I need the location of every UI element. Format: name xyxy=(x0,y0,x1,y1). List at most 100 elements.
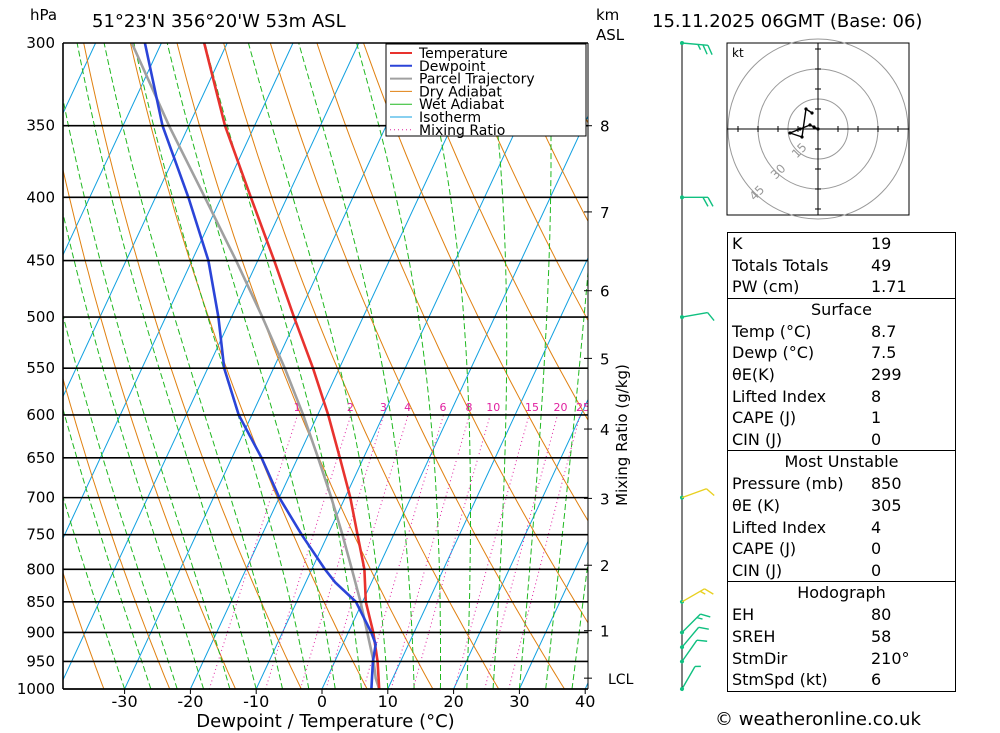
wind-barb-flag xyxy=(696,616,703,620)
dry-adiabat-line xyxy=(269,43,565,689)
mixing-ratio-value-label: 3 xyxy=(380,401,387,414)
mu-cape-row: CAPE (J) 0 xyxy=(732,539,882,559)
sreh-row: SREH 58 xyxy=(732,626,892,646)
parcel-trajectory-line xyxy=(130,43,381,689)
wind-barb xyxy=(680,665,701,691)
x-tick-label: -30 xyxy=(112,692,138,711)
mixing-ratio-value-label: 4 xyxy=(404,401,411,414)
wind-barb-staff xyxy=(681,488,707,499)
isotherm-line xyxy=(189,43,491,689)
km-tick-label: 6 xyxy=(600,283,610,301)
wind-barb-flag xyxy=(697,44,702,50)
wind-barb xyxy=(680,588,714,604)
km-unit-label: km xyxy=(596,6,620,24)
location-title: 51°23'N 356°20'W 53m ASL xyxy=(92,11,346,32)
stmdir-row: StmDir 210° xyxy=(732,648,910,668)
wind-barb-flag xyxy=(700,613,711,618)
wet-adiabat-line xyxy=(486,43,508,689)
wind-barb xyxy=(680,488,715,500)
wind-barb xyxy=(680,613,711,635)
wet-adiabat-line xyxy=(518,43,552,689)
hodograph-point xyxy=(798,127,802,131)
isotherm-line xyxy=(63,43,294,540)
pressure-tick-label: 850 xyxy=(26,593,55,611)
dry-adiabat-line xyxy=(129,43,368,689)
pw-row: PW (cm) 1.71 xyxy=(732,277,907,297)
pressure-tick-label: 750 xyxy=(26,526,55,544)
pressure-tick-label: 450 xyxy=(26,252,55,270)
hodograph-point xyxy=(804,107,808,111)
copyright-link[interactable]: © weatheronline.co.uk xyxy=(715,709,921,730)
isotherm-line xyxy=(63,43,360,682)
datetime-title: 15.11.2025 06GMT (Base: 06) xyxy=(652,11,923,32)
x-axis-title: Dewpoint / Temperature (°C) xyxy=(196,711,454,732)
totals-totals-row: Totals Totals 49 xyxy=(732,255,892,275)
dry-adiabat-line xyxy=(63,571,105,689)
dry-adiabat-line xyxy=(63,167,236,689)
wind-barb-flag xyxy=(699,590,706,595)
mu-pressure-row: Pressure (mb) 850 xyxy=(732,474,902,494)
x-tick-label: 30 xyxy=(509,692,529,711)
wind-barb-flag xyxy=(698,626,709,630)
pressure-tick-label: 650 xyxy=(26,449,55,467)
dry-adiabat-line xyxy=(409,43,588,422)
wind-barb-flag xyxy=(707,312,715,322)
mixing-ratio-value-label: 1 xyxy=(294,401,301,414)
pressure-tick-label: 500 xyxy=(26,308,55,326)
isotherm-line xyxy=(63,43,162,257)
x-tick-label: 40 xyxy=(575,692,595,711)
wind-barb-flag xyxy=(702,44,708,55)
wet-adiabat-line xyxy=(545,266,588,689)
mixing-ratio-line xyxy=(208,414,299,689)
mixing-ratio-value-label: 10 xyxy=(486,401,500,414)
pressure-tick-label: 550 xyxy=(26,359,55,377)
pressure-tick-label: 600 xyxy=(26,406,55,424)
legend-entry-label: Dewpoint xyxy=(419,59,486,75)
stmspd-row: StmSpd (kt) 6 xyxy=(732,670,882,690)
x-tick-label: 10 xyxy=(378,692,398,711)
wind-barb-staff xyxy=(681,613,701,633)
surface-li-row: Lifted Index 8 xyxy=(732,386,882,406)
legend-entry-label: Parcel Trajectory xyxy=(419,72,535,88)
mu-li-row: Lifted Index 4 xyxy=(732,517,882,537)
pressure-tick-label: 400 xyxy=(26,188,55,206)
dry-adiabat-line xyxy=(456,43,588,322)
wet-adiabat-line xyxy=(103,43,283,689)
isotherm-line xyxy=(0,43,30,689)
mixing-ratio-line xyxy=(453,414,530,689)
wind-barb xyxy=(680,626,709,650)
wind-barb-flag xyxy=(704,588,714,595)
mixing-ratio-line xyxy=(508,414,581,689)
surface-dewp-row: Dewp (°C) 7.5 xyxy=(732,343,897,363)
km-tick-label: 2 xyxy=(600,557,610,575)
isotherm-line xyxy=(255,43,557,689)
wind-barb-flag xyxy=(707,197,714,207)
x-tick-label: -20 xyxy=(177,692,203,711)
mixing-ratio-value-label: 8 xyxy=(466,401,473,414)
wet-adiabat-line xyxy=(63,407,152,689)
dry-adiabat-line xyxy=(363,43,588,522)
mixing-ratio-value-label: 6 xyxy=(439,401,446,414)
wind-barb xyxy=(680,311,715,322)
temperature-line xyxy=(202,43,381,689)
surface-thetae-row: θE(K) 299 xyxy=(732,364,902,384)
isotherm-line xyxy=(63,43,228,398)
pressure-tick-label: 700 xyxy=(26,489,55,507)
km-tick-label: 8 xyxy=(600,118,610,136)
mixing-ratio-axis-label: Mixing Ratio (g/kg) xyxy=(613,364,631,506)
surface-section-title: Surface xyxy=(728,297,955,321)
isotherm-line xyxy=(387,256,588,689)
wet-adiabat-line xyxy=(63,96,231,689)
wind-barb-staff xyxy=(681,42,708,46)
wind-barb-flag xyxy=(702,197,709,207)
km-tick-label: 5 xyxy=(600,350,610,368)
legend-entry-label: Dry Adiabat xyxy=(419,84,502,100)
pressure-tick-label: 900 xyxy=(26,623,55,641)
isotherm-line xyxy=(518,540,588,689)
isotherm-line xyxy=(321,115,588,689)
surface-cape-row: CAPE (J) 1 xyxy=(732,408,882,428)
wind-barb-staff xyxy=(681,639,698,662)
